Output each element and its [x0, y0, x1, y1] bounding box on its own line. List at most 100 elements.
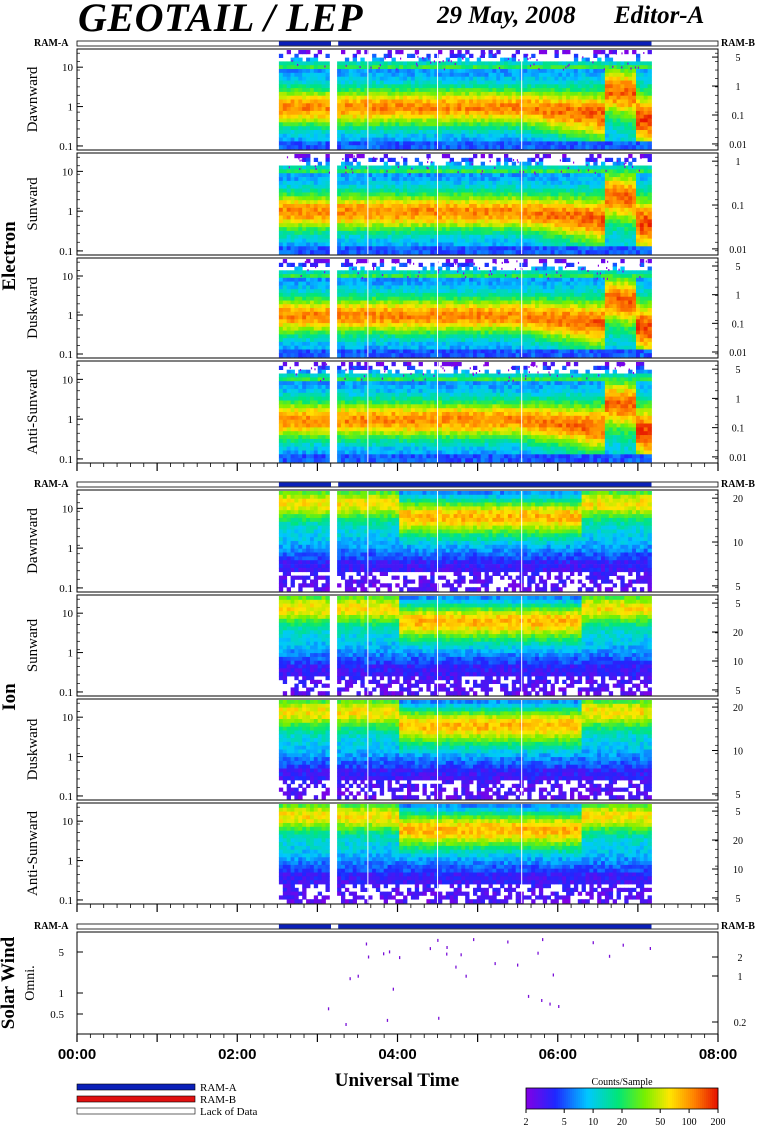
y2-tick-label: 0.01 [729, 348, 747, 359]
ram-a-tag: RAM-A [34, 479, 69, 490]
ram-b-tag: RAM-B [721, 921, 755, 932]
colorbar-tick-label: 2 [524, 1117, 529, 1128]
colorbar-tick-label: 5 [562, 1117, 567, 1128]
y-tick-label: 10 [62, 608, 74, 620]
y2-tick-label: 1 [736, 394, 741, 405]
solar-wind-panel-label: Omni. [23, 965, 38, 1000]
y2-tick-label: 0.01 [729, 245, 747, 256]
mission-title: GEOTAIL / LEP [78, 0, 364, 40]
y2-tick-label: 0.1 [732, 201, 745, 212]
y-tick-label: 0.1 [59, 687, 73, 699]
y2-tick-label: 5 [736, 686, 741, 697]
y2-tick-label: 5 [736, 262, 741, 273]
ion-dawnward-axes [77, 493, 718, 589]
y-tick-label: 1 [68, 310, 74, 322]
x-tick-label: 08:00 [699, 1046, 737, 1063]
y2-tick-label: 5 [736, 365, 741, 376]
y-tick-label: 1 [68, 206, 74, 218]
y2-tick-label: 10 [733, 538, 743, 549]
ion-duskward-spectrogram [278, 700, 652, 800]
ion-duskward-label: Duskward [25, 718, 41, 780]
solar-wind-section-label: Solar Wind [0, 936, 19, 1029]
electron-ram-bar [76, 40, 719, 47]
electron-dawnward-frame [76, 48, 719, 151]
time-axis-ticks [76, 1034, 719, 1042]
y-tick-label: 1 [68, 648, 74, 660]
ion-sunward-axes [77, 598, 718, 693]
y2-tick-label: 0.2 [734, 1018, 747, 1029]
y-tick-label: 0.1 [59, 791, 73, 803]
electron-anti-sunward-label: Anti-Sunward [25, 369, 41, 454]
time-axis-ticks [76, 904, 719, 912]
ion-section-label: Ion [0, 683, 20, 711]
colorbar-title: Counts/Sample [591, 1077, 653, 1088]
legend-ram-a: RAM-A [200, 1082, 237, 1094]
electron-duskward-axes [77, 261, 718, 355]
y2-tick-label: 5 [736, 807, 741, 818]
ram-a-tag: RAM-A [34, 38, 69, 49]
y2-tick-label: 0.01 [729, 453, 747, 464]
ion-duskward-frame [76, 698, 719, 801]
y2-tick-label: 10 [733, 657, 743, 668]
y-tick-label: 0.1 [59, 583, 73, 595]
y2-tick-label: 5 [736, 582, 741, 593]
date-label: 29 May, 2008 [437, 2, 576, 29]
electron-dawnward-axes [77, 52, 718, 147]
y2-tick-label: 20 [733, 836, 743, 847]
ion-sunward-frame [76, 594, 719, 697]
colorbar [525, 1087, 719, 1113]
y2-tick-label: 1 [738, 972, 743, 983]
y2-tick-label: 20 [733, 703, 743, 714]
ion-anti-sunward-label: Anti-Sunward [25, 811, 41, 896]
x-axis-label: Universal Time [335, 1070, 459, 1091]
colorbar-tick-label: 10 [588, 1117, 598, 1128]
electron-sunward-spectrogram [278, 154, 652, 255]
y-tick-label: 1 [68, 414, 74, 426]
solar-wind-points [77, 938, 718, 1026]
y2-tick-label: 1 [736, 82, 741, 93]
ion-dawnward-spectrogram [278, 491, 652, 592]
editor-label: Editor-A [614, 2, 705, 29]
y2-tick-label: 20 [733, 628, 743, 639]
y-tick-label: 1 [68, 856, 74, 868]
electron-dawnward-label: Dawnward [25, 66, 41, 132]
y2-tick-label: 5 [736, 53, 741, 64]
ion-anti-sunward-axes [77, 806, 718, 901]
y2-tick-label: 10 [733, 865, 743, 876]
ion-sunward-label: Sunward [25, 618, 41, 672]
ion-ram-bar [76, 481, 719, 488]
electron-anti-sunward-axes [77, 364, 718, 460]
y-tick-label: 1 [68, 543, 74, 555]
legend-ram-b: RAM-B [200, 1094, 236, 1106]
ram-a-tag: RAM-A [34, 921, 69, 932]
y-tick-label: 10 [62, 62, 74, 74]
y-tick-label: 0.1 [59, 454, 73, 466]
ion-anti-sunward-spectrogram [278, 804, 652, 904]
legend-lack-of-data: Lack of Data [200, 1106, 258, 1118]
y-tick-label: 0.1 [59, 895, 73, 907]
colorbar-tick-label: 200 [711, 1117, 726, 1128]
y-tick-label: 1 [59, 988, 65, 1000]
electron-sunward-label: Sunward [25, 177, 41, 231]
y2-tick-label: 0.01 [729, 140, 747, 151]
y2-tick-label: 1 [736, 157, 741, 168]
y2-tick-label: 1 [736, 291, 741, 302]
colorbar-tick-label: 50 [655, 1117, 665, 1128]
y-tick-label: 10 [62, 166, 74, 178]
x-tick-label: 06:00 [539, 1046, 577, 1063]
solar-wind-frame [76, 931, 719, 1035]
electron-duskward-label: Duskward [25, 277, 41, 339]
y-tick-label: 0.5 [50, 1009, 64, 1021]
y-tick-label: 10 [62, 271, 74, 283]
ram-b-tag: RAM-B [721, 479, 755, 490]
y2-tick-label: 0.1 [732, 111, 745, 122]
ion-sunward-spectrogram [278, 596, 652, 696]
ion-dawnward-frame [76, 489, 719, 593]
y-tick-label: 10 [62, 503, 74, 515]
x-tick-label: 04:00 [378, 1046, 416, 1063]
electron-duskward-frame [76, 257, 719, 359]
ion-duskward-axes [77, 702, 718, 797]
y-tick-label: 0.1 [59, 141, 73, 153]
y2-tick-label: 2 [738, 953, 743, 964]
